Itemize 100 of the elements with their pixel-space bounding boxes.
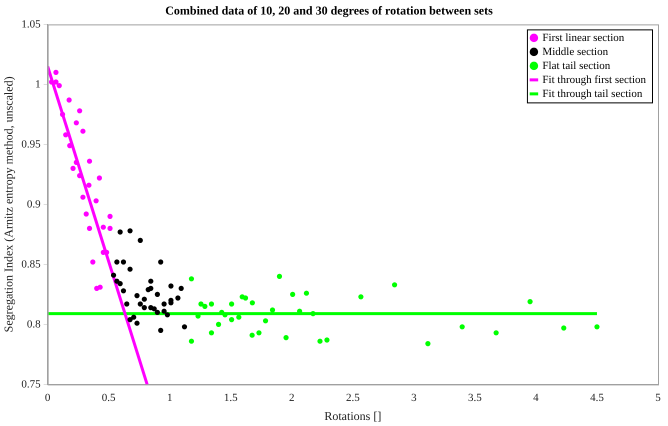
x-tick-label: 1.5 (224, 392, 238, 404)
point (53, 79, 59, 85)
y-axis-title: Segregation Index (Arnitz entropy method, unscaled) (1, 76, 16, 332)
point (86, 182, 92, 188)
point (114, 259, 120, 265)
y-tick-label: 0.85 (21, 258, 42, 270)
point (182, 324, 188, 330)
point (317, 338, 323, 344)
point (86, 158, 92, 164)
point (120, 288, 126, 294)
point (324, 337, 330, 343)
point (66, 97, 72, 103)
y-tick-label: 0.8 (26, 318, 42, 330)
point (148, 286, 154, 291)
point (134, 293, 140, 298)
point (168, 283, 174, 289)
point (229, 301, 234, 307)
point (460, 324, 465, 330)
point (63, 132, 68, 138)
y-tick-label: 0.75 (21, 378, 42, 390)
point (202, 304, 208, 309)
point (162, 301, 167, 307)
point (80, 128, 86, 134)
point (310, 311, 316, 316)
point (127, 317, 133, 322)
point (142, 305, 147, 310)
point (164, 312, 170, 318)
y-tick-label: 0.95 (21, 138, 42, 150)
point (188, 276, 194, 282)
point (208, 301, 214, 307)
point (94, 198, 99, 204)
point (290, 292, 296, 297)
legend-label: Fit through tail section (542, 88, 643, 100)
point (198, 301, 204, 307)
x-tick-label: 2.5 (346, 392, 360, 404)
y-tick-label: 1 (35, 78, 41, 90)
x-tick-label: 0 (44, 392, 51, 404)
point (358, 294, 364, 300)
point (392, 282, 398, 288)
point (127, 228, 133, 234)
point (74, 120, 79, 126)
point (262, 318, 268, 324)
x-tick-label: 5 (655, 392, 662, 404)
point (90, 259, 96, 265)
point (229, 317, 234, 322)
x-tick-label: 4.5 (590, 392, 604, 404)
point (162, 308, 167, 314)
point (594, 324, 600, 330)
point (208, 330, 214, 336)
point (425, 341, 430, 346)
x-tick-label: 2 (289, 392, 295, 404)
chart-title: Combined data of 10, 20 and 30 degrees of rotation between sets (165, 3, 494, 18)
x-tick-label: 1 (166, 392, 172, 404)
point (80, 194, 86, 200)
point (124, 301, 130, 307)
point (242, 295, 248, 301)
point (175, 295, 180, 301)
point (276, 274, 282, 279)
point (304, 290, 310, 296)
point (222, 312, 228, 318)
point (152, 306, 157, 312)
point (48, 79, 54, 85)
point (107, 226, 113, 231)
point (84, 211, 89, 217)
legend-label: Fit through first section (542, 74, 646, 86)
point (53, 70, 59, 75)
point (131, 314, 136, 320)
point (188, 338, 194, 344)
point (56, 83, 62, 88)
point (60, 112, 66, 117)
point (270, 307, 276, 313)
point (138, 301, 143, 307)
point (527, 299, 533, 304)
point (96, 175, 102, 181)
point (120, 259, 126, 265)
x-tick-label: 0.5 (102, 392, 116, 404)
x-tick-label: 4 (533, 392, 540, 404)
x-tick-label: 3.5 (468, 392, 482, 404)
y-tick-label: 0.9 (26, 198, 42, 210)
point (236, 314, 242, 320)
point (138, 238, 143, 243)
point (100, 224, 106, 230)
point (148, 278, 154, 284)
point (250, 300, 255, 306)
y-tick-label: 1.05 (21, 18, 42, 30)
point (154, 292, 160, 297)
point (561, 325, 566, 331)
point (142, 296, 147, 302)
point (74, 160, 79, 165)
point (158, 259, 164, 265)
point (256, 330, 262, 336)
point (86, 226, 92, 231)
point (494, 330, 499, 336)
legend-label: First linear section (542, 32, 625, 44)
point (283, 335, 289, 340)
point (154, 310, 160, 315)
point (77, 108, 82, 114)
point (70, 166, 76, 171)
point (107, 214, 113, 219)
point (250, 332, 255, 338)
